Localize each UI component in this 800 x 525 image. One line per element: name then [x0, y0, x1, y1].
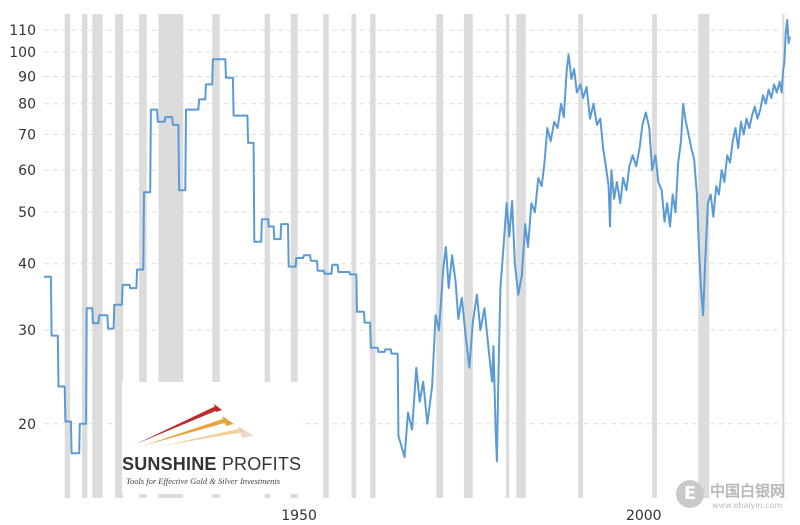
y-tick-label: 30 [18, 323, 36, 339]
recession-band [782, 14, 785, 498]
y-tick-label: 40 [18, 257, 36, 273]
recession-band [92, 14, 103, 498]
gridlines [44, 29, 792, 425]
recession-band [64, 14, 71, 498]
y-tick-label: 20 [18, 417, 36, 433]
series-line [44, 18, 791, 463]
y-axis-tick-labels: 20 30 40 50 60 70 80 90 100 110 [9, 23, 36, 433]
recession-band [264, 14, 271, 498]
x-tick-label: 1950 [281, 508, 317, 524]
recession-band [516, 14, 526, 498]
logo-name-bold: SUNSHINE [122, 454, 217, 474]
logo-swoosh-icon [136, 404, 254, 446]
recession-band [351, 14, 357, 498]
recession-band [652, 14, 657, 498]
x-tick-label: 2000 [626, 508, 662, 524]
recession-band [578, 14, 584, 498]
recession-band [370, 14, 376, 498]
x-axis-tick-labels: 1950 2000 [281, 508, 661, 524]
recession-band [505, 14, 510, 498]
logo-tagline: Tools for Effective Gold & Silver Invest… [126, 476, 281, 486]
recession-band [436, 14, 444, 498]
recession-band [212, 14, 220, 498]
y-tick-label: 70 [18, 128, 36, 144]
logo-wordmark: SUNSHINE PROFITS [122, 454, 301, 475]
recession-band [290, 14, 298, 498]
y-tick-label: 110 [9, 23, 36, 39]
watermark-text: 中国白银网 [710, 482, 786, 500]
recession-band [115, 14, 124, 498]
recession-band [698, 14, 710, 498]
recession-band [81, 14, 88, 498]
series-layer [44, 18, 791, 463]
y-tick-label: 80 [18, 97, 36, 113]
y-tick-label: 90 [18, 70, 36, 86]
recession-band [323, 14, 329, 498]
y-tick-label: 60 [18, 163, 36, 179]
y-tick-label: 50 [18, 205, 36, 221]
recession-band [463, 14, 473, 498]
y-tick-label: 100 [9, 45, 36, 61]
ebaiyin-watermark: E 中国白银网 www.ebaiyin.com [676, 476, 796, 520]
watermark-e-icon: E [676, 480, 704, 508]
sunshine-profits-logo: SUNSHINE PROFITS Tools for Effective Gol… [122, 382, 301, 494]
logo-name-light: PROFITS [221, 454, 302, 474]
watermark-url: www.ebaiyin.com [712, 501, 783, 510]
